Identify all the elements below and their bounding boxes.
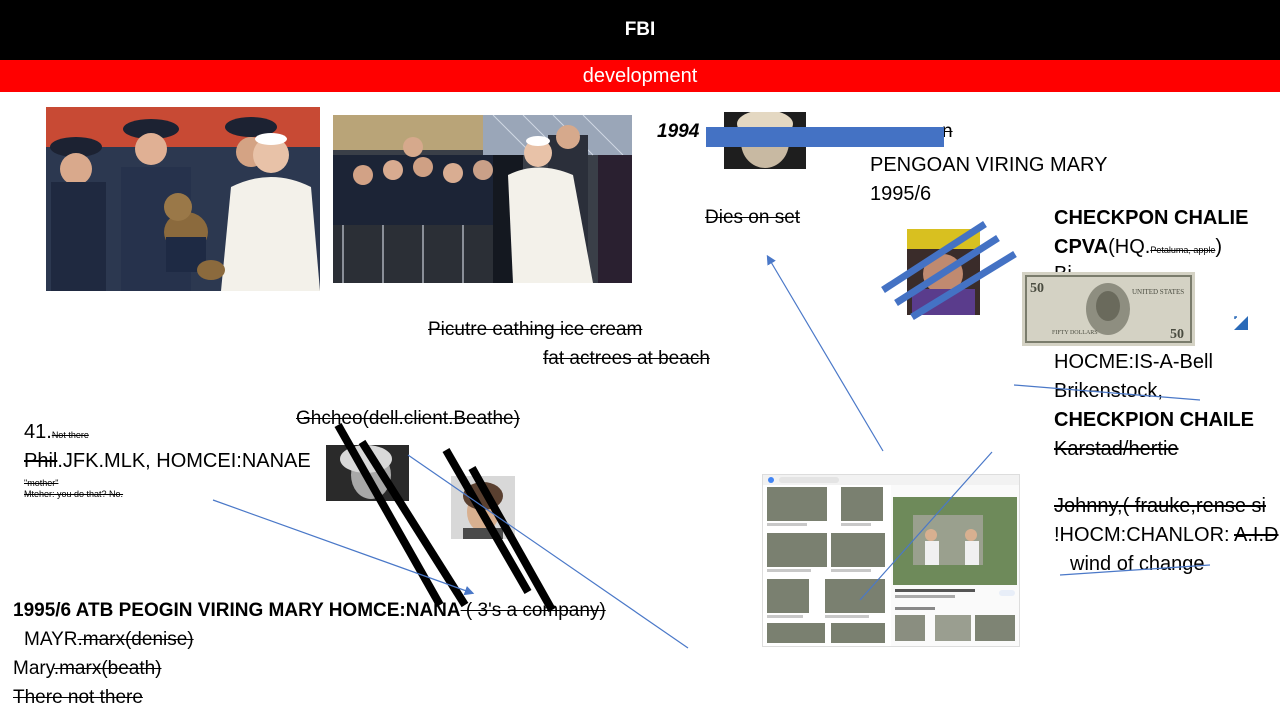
picture-ice-cream-text: Picutre eathing ice cream xyxy=(428,319,643,340)
year-1994: 1994 xyxy=(657,121,700,142)
left-num: 41. xyxy=(24,421,52,443)
year-1995-line: 1995/6 xyxy=(870,183,932,205)
page-subtitle: development xyxy=(582,65,698,87)
subheader-bar xyxy=(0,60,1280,92)
hq-open: (HQ. xyxy=(1108,236,1151,258)
ghcheo-text: Ghcheo(dell.client.Beathe) xyxy=(296,408,520,429)
mayr-prefix: MAYR xyxy=(24,629,78,650)
mary-prefix: Mary xyxy=(13,658,54,679)
page-title: FBI xyxy=(624,19,656,40)
svg-text:50: 50 xyxy=(1170,327,1184,342)
there-not-there-text: There not there xyxy=(13,687,143,708)
hocm-prefix: !HOCM:CHANLOR: xyxy=(1054,524,1235,546)
left-num-line: 41.Not there xyxy=(24,421,89,444)
not-there-text: Not there xyxy=(51,430,89,440)
hocm-chanlor-line: !HOCM:CHANLOR: A.I.D xyxy=(1054,524,1278,547)
hq-location: Petaluma, apple xyxy=(1150,245,1216,255)
pope-handshake-photo xyxy=(333,115,632,283)
karstad-text: Karstad/hertie xyxy=(1054,438,1179,460)
mary-struck: .marx(beath) xyxy=(53,658,162,679)
johnny-text: Johnny,( frauke,rense si xyxy=(1054,495,1266,517)
checkpion-chaile-text: CHECKPION CHAILE xyxy=(1054,409,1255,431)
checkpon-chalie-text: CHECKPON CHALIE xyxy=(1054,207,1249,229)
hocm-struck: A.I.D xyxy=(1234,524,1279,546)
mary-line: Mary.marx(beath) xyxy=(13,658,162,680)
wind-of-change-text: wind of change xyxy=(1070,553,1205,575)
mother-text: "mother" xyxy=(24,478,59,488)
mayr-line: MAYR.marx(denise) xyxy=(24,629,194,651)
struck-fragment: n xyxy=(942,121,953,142)
company-struck: ( 3's a company) xyxy=(460,600,606,621)
jfk-line: Phil.JFK.MLK, HOMCEI:NANAE xyxy=(24,450,311,473)
pope-guards-photo xyxy=(46,107,320,291)
dies-on-set-text: Dies on set xyxy=(705,207,801,228)
header-bar xyxy=(0,0,1280,60)
mteher-text: Mteher: you do that? No. xyxy=(24,489,124,499)
svg-text:FIFTY DOLLARS: FIFTY DOLLARS xyxy=(1052,330,1098,336)
image-search-screenshot xyxy=(762,474,1020,647)
expand-icon[interactable] xyxy=(1232,314,1252,332)
pengoan-line: PENGOAN VIRING MARY xyxy=(870,154,1108,176)
phil-struck: Phil xyxy=(24,450,58,472)
magazine-slash-marks xyxy=(881,221,1017,320)
hq-close: ) xyxy=(1215,236,1223,258)
mayr-struck: .marx(denise) xyxy=(77,629,194,650)
hocme-text: HOCME:IS-A-Bell xyxy=(1054,351,1213,373)
brikenstock-text: Brikenstock, xyxy=(1054,380,1163,402)
fifty-dollar-bill-image: 50 50 UNITED STATES FIFTY DOLLARS xyxy=(1022,272,1195,346)
bottom-main-line: 1995/6 ATB PEOGIN VIRING MARY HOMCE:NANA… xyxy=(13,600,606,622)
cpva-label: CPVA xyxy=(1054,236,1109,258)
actress-beach-text: fat actrees at beach xyxy=(543,348,710,369)
redaction-bar xyxy=(706,127,944,147)
svg-text:50: 50 xyxy=(1030,281,1044,296)
svg-text:UNITED STATES: UNITED STATES xyxy=(1132,288,1184,296)
atb-text: 1995/6 ATB PEOGIN VIRING MARY HOMCE:NANA xyxy=(13,600,461,621)
cpva-line: CPVA(HQ.Petaluma, apple) xyxy=(1054,236,1222,259)
jfk-text: .JFK.MLK, HOMCEI:NANAE xyxy=(57,450,311,472)
